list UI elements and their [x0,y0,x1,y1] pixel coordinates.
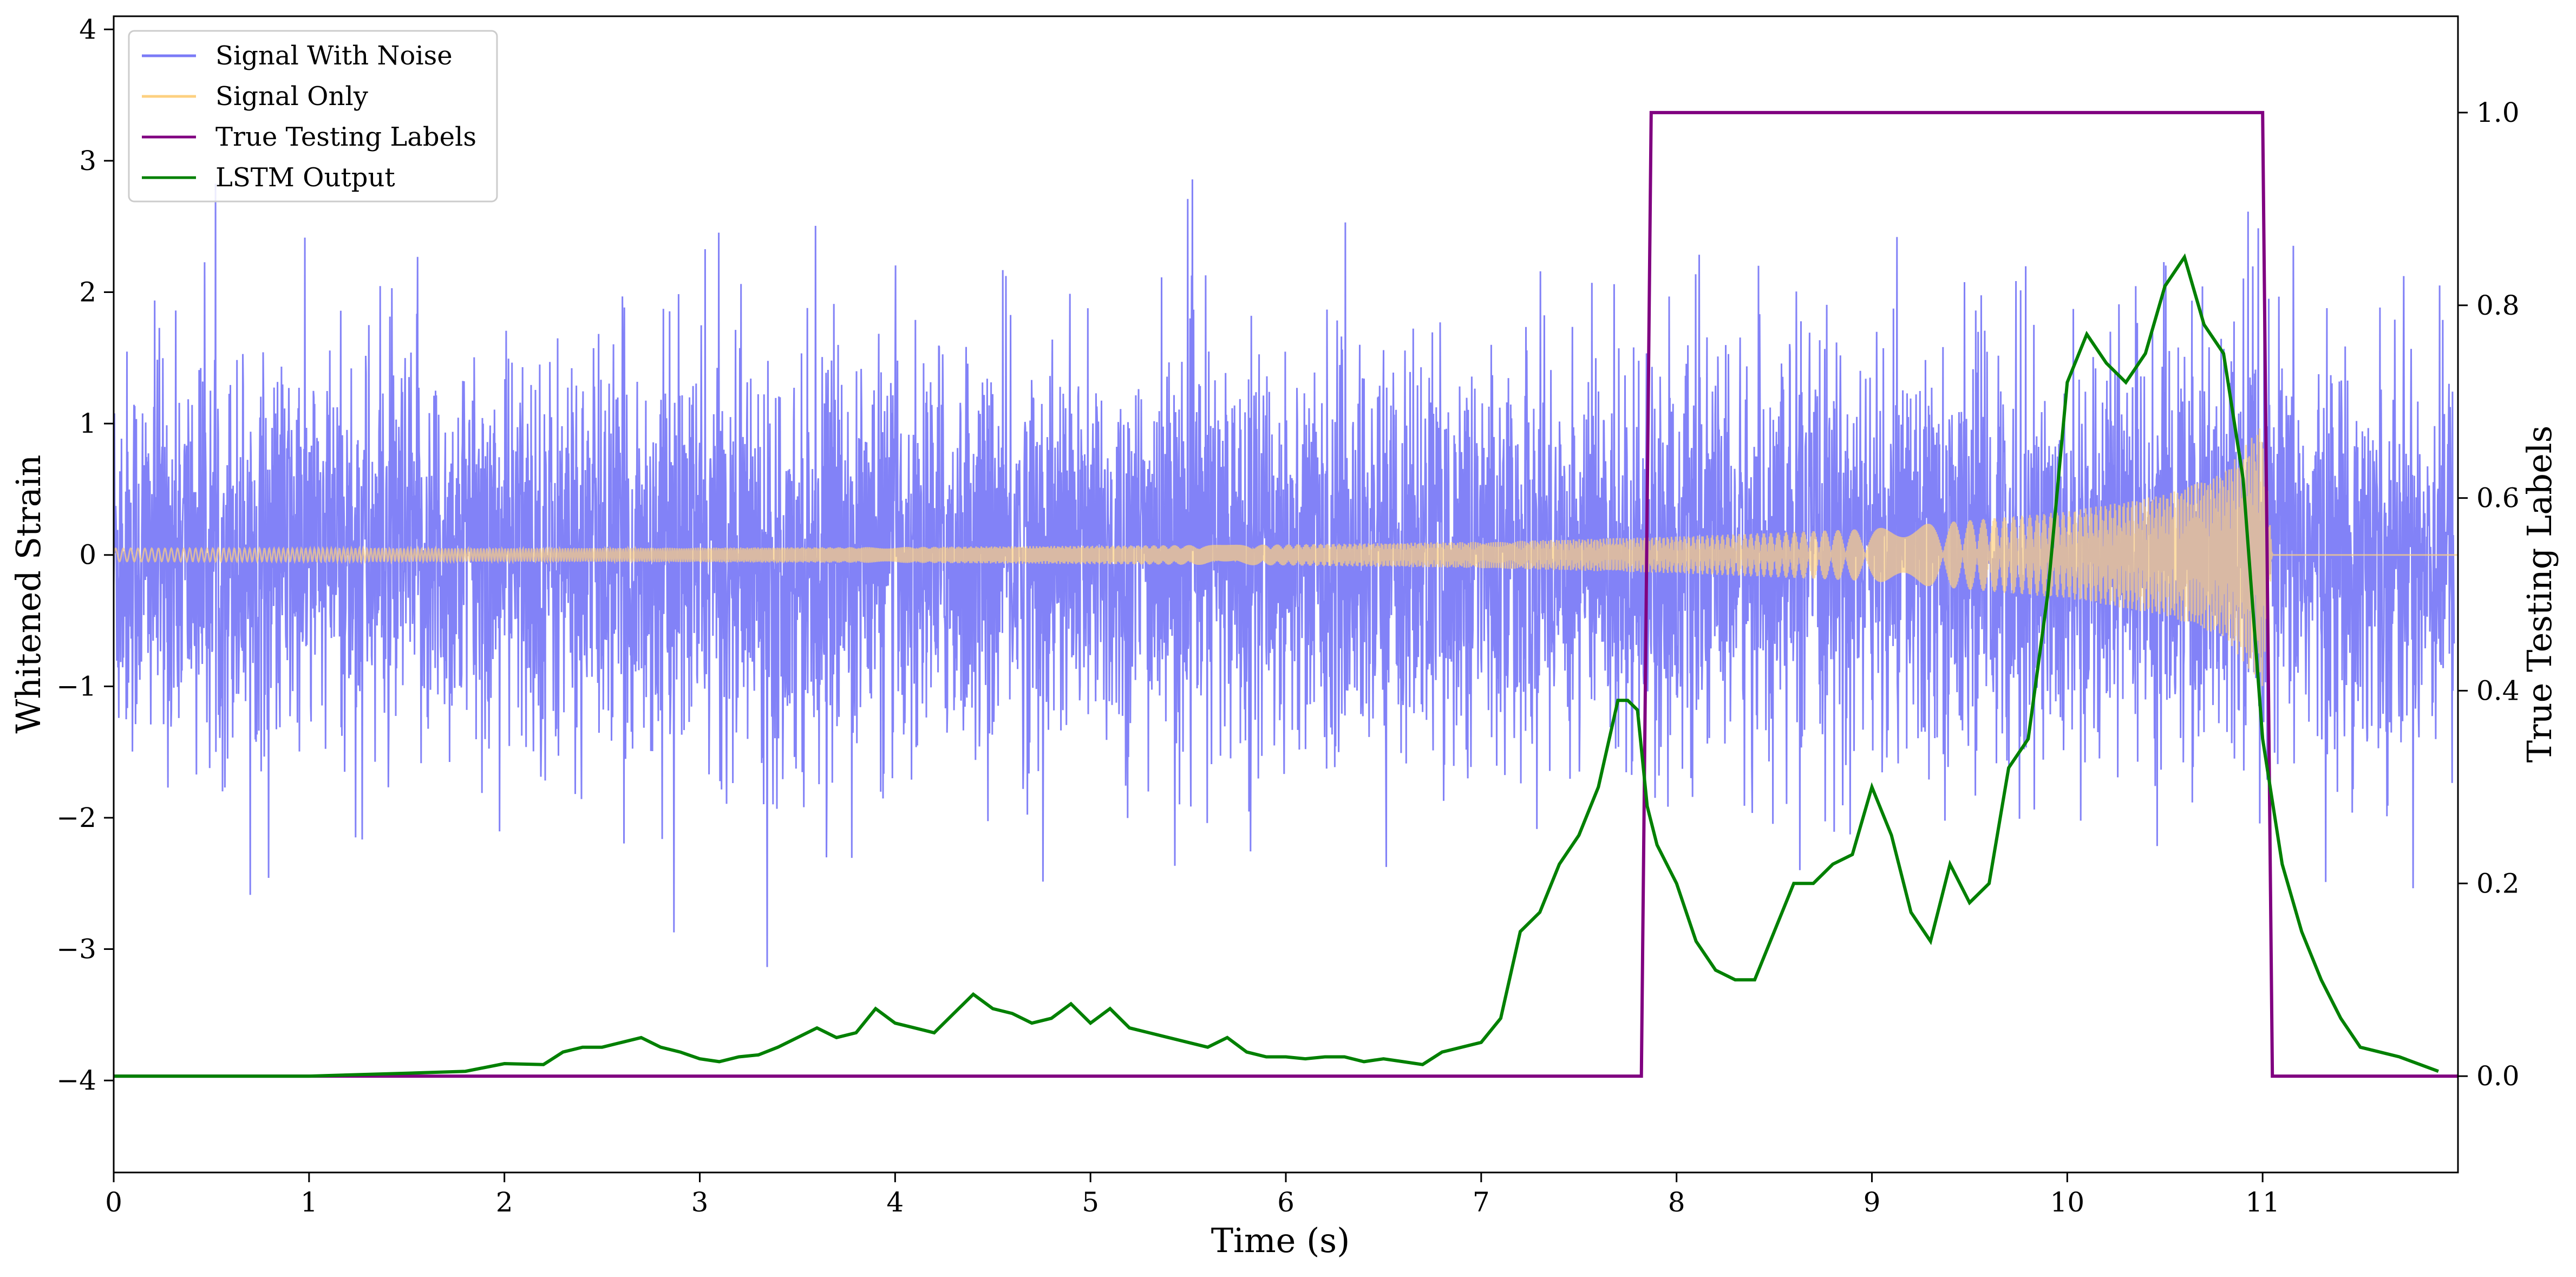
x-tick-label: 3 [691,1187,709,1218]
y-left-tick-label: −2 [56,802,96,833]
legend: Signal With Noise Signal Only True Testi… [128,30,498,203]
y-right-tick-label: 0.2 [2476,868,2520,899]
y-left-tick-label: 0 [79,539,96,571]
y-left-tick-label: −1 [56,670,96,702]
legend-label-signal-with-noise: Signal With Noise [215,41,453,71]
legend-label-lstm-output: LSTM Output [215,162,395,193]
axes-layer: 0 1 2 3 4 5 6 7 8 9 10 11 −4 −3 −2 −1 0 1 2 3 4 0.0 0.2 0.4 0.6 0… [56,14,2519,1218]
y-axis-label-right: True Testing Labels [2520,426,2559,763]
y-left-tick-label: −4 [56,1065,96,1096]
y-left-tick-label: 1 [79,408,96,439]
x-tick-label: 10 [2050,1187,2085,1218]
y-axis-label-left: Whitened Strain [9,455,48,734]
legend-frame [128,30,498,203]
series-line-true-testing-labels [114,110,2458,1078]
y-right-tick-label: 0.4 [2476,675,2520,706]
plot-area [114,110,2458,1078]
x-tick-label: 6 [1277,1187,1294,1218]
x-tick-label: 1 [300,1187,318,1218]
legend-label-true-testing-labels: True Testing Labels [215,122,476,152]
x-tick-label: 8 [1668,1187,1685,1218]
x-tick-label: 0 [105,1187,122,1218]
legend-label-signal-only: Signal Only [215,81,368,112]
x-tick-label: 9 [1864,1187,1881,1218]
x-tick-label: 2 [496,1187,513,1218]
y-left-tick-label: 3 [79,145,96,177]
y-right-tick-label: 1.0 [2476,97,2520,128]
x-tick-label: 5 [1082,1187,1099,1218]
y-right-tick-label: 0.8 [2476,290,2520,321]
y-left-tick-label: −3 [56,934,96,965]
x-axis-label: Time (s) [1211,1221,1350,1260]
series-line-signal-only [114,428,2458,686]
series-line-lstm-output [114,253,2439,1078]
x-tick-label: 7 [1473,1187,1490,1218]
y-left-tick-label: 2 [79,276,96,308]
y-left-tick-label: 4 [79,14,96,45]
x-tick-label: 4 [886,1187,904,1218]
y-right-tick-label: 0.6 [2476,483,2520,514]
x-tick-label: 11 [2245,1187,2280,1218]
y-right-tick-label: 0.0 [2476,1060,2520,1092]
